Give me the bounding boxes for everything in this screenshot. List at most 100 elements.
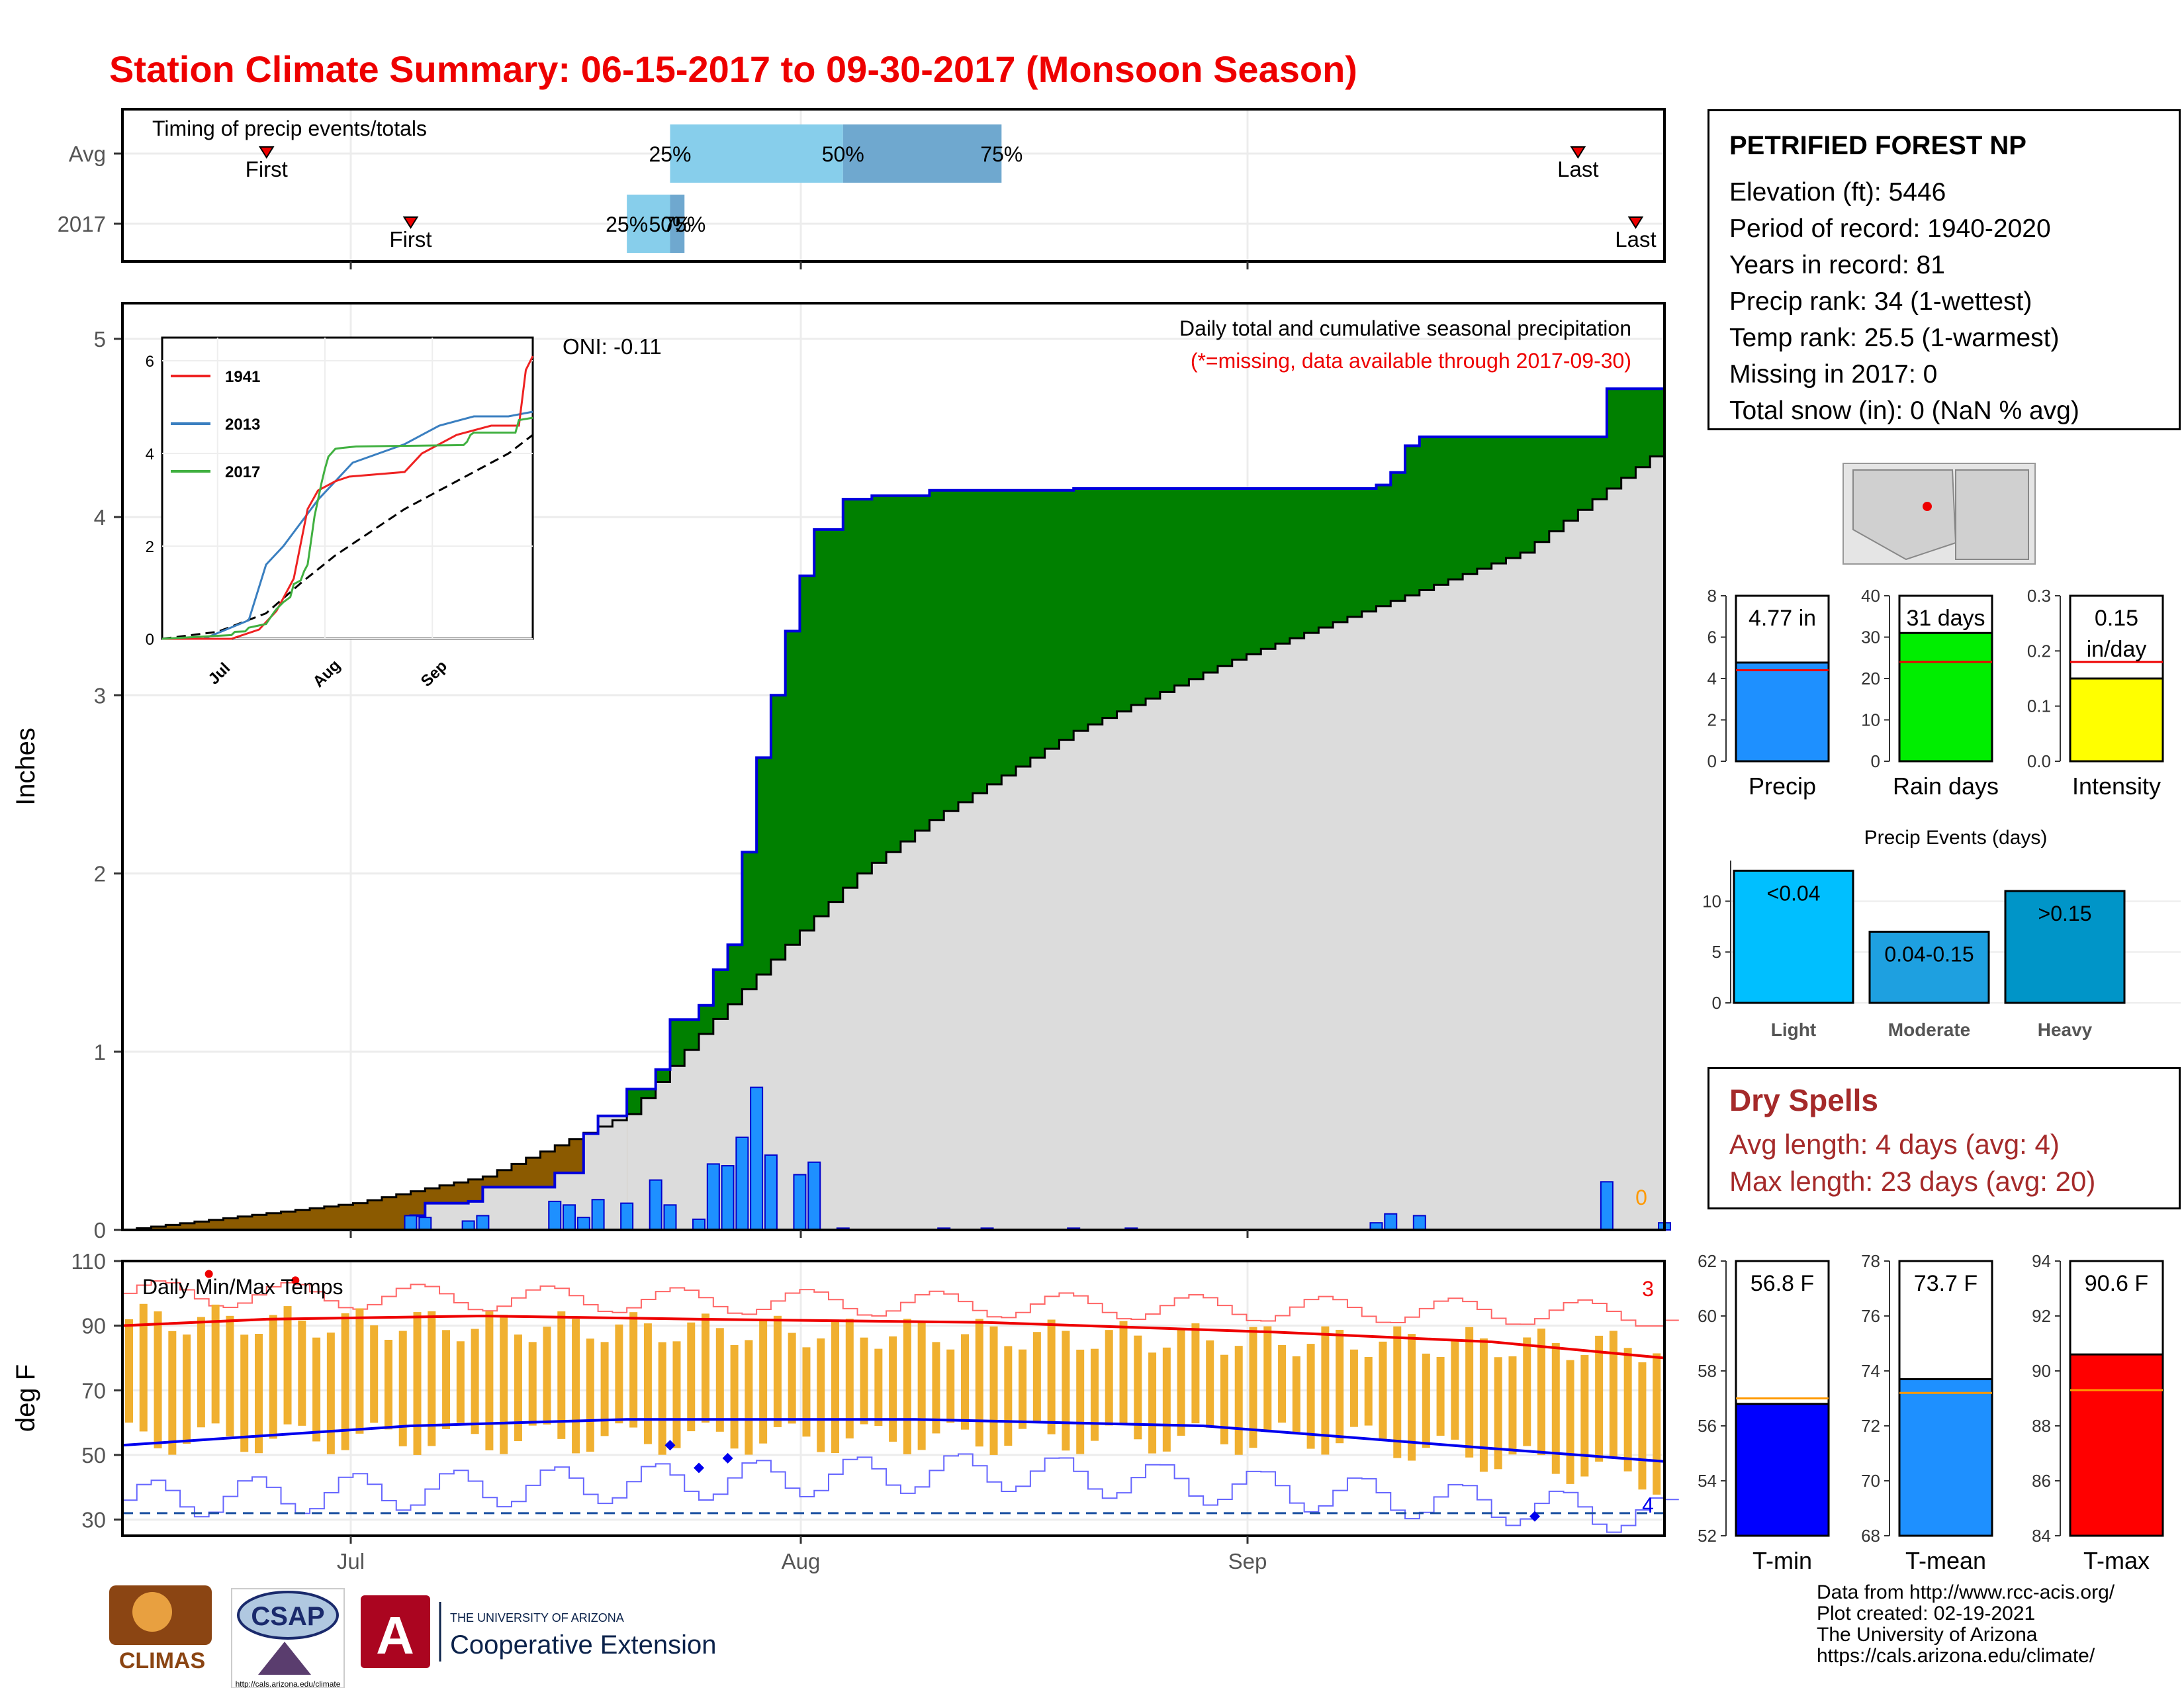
intensity-summary-bar: [2069, 677, 2164, 763]
daily-temp-bar: [989, 1326, 998, 1455]
daily-temp-bar: [1321, 1326, 1330, 1455]
daily-temp-bar: [745, 1340, 753, 1455]
daily-temp-bar: [1220, 1354, 1228, 1444]
precip-missing-note: (*=missing, data available through 2017-…: [1191, 349, 1631, 373]
station-missing: Missing in 2017: 0: [1729, 360, 1938, 389]
daily-temp-bar: [428, 1311, 436, 1446]
daily-temp-bar: [1119, 1321, 1128, 1425]
raindays-summary-bar: [1898, 632, 1993, 763]
precip-ylabel: Inches: [11, 727, 40, 806]
daily-temp-bar: [211, 1304, 220, 1424]
daily-temp-bar: [658, 1342, 666, 1455]
inset-ytick-label: 6: [146, 353, 154, 371]
date-xtick-label: Sep: [1228, 1549, 1267, 1573]
daily-temp-bar: [889, 1336, 897, 1442]
timing-last-marker: [1627, 216, 1644, 229]
tmin-summary-ytick-label: 56: [1698, 1416, 1717, 1436]
daily-temp-bar: [917, 1322, 926, 1450]
daily-temp-bar: [1566, 1360, 1574, 1484]
daily-temp-bar: [1292, 1356, 1300, 1432]
daily-temp-bar: [557, 1311, 566, 1439]
daily-temp-bar: [1393, 1326, 1402, 1458]
daily-temp-bar: [1638, 1362, 1647, 1490]
temp-panel-border: [121, 1260, 1666, 1537]
daily-temp-bar: [903, 1319, 911, 1454]
timing-label-50: 50%: [822, 142, 864, 166]
daily-precip-bar: [576, 1217, 590, 1231]
tmean-summary-value: 73.7 F: [1914, 1271, 1978, 1296]
temp-ytick-label: 110: [71, 1249, 106, 1274]
events-bar-heavy: [2004, 890, 2126, 1004]
daily-temp-bar: [183, 1335, 191, 1444]
temp-max-record-count: 3: [1642, 1277, 1654, 1301]
daily-temp-bar: [759, 1321, 768, 1444]
tmean-summary-ytick-label: 68: [1861, 1526, 1880, 1546]
tmax-summary-ytick-label: 86: [2032, 1471, 2051, 1491]
tmax-average-line: [122, 1314, 1665, 1360]
timing-bar-50-75: [670, 195, 685, 253]
precip-summary-ytick-label: 2: [1707, 710, 1717, 730]
record-low-marker: [722, 1452, 733, 1464]
tmax-summary-ytick-label: 88: [2032, 1416, 2051, 1436]
ua-logo-big-text: Cooperative Extension: [450, 1630, 716, 1660]
daily-temp-bar: [514, 1335, 522, 1442]
daily-temp-bar: [788, 1333, 796, 1424]
timing-row-label: 2017: [58, 212, 106, 236]
precip-ytick-label: 1: [94, 1040, 106, 1064]
average-cumulative-mask: [122, 445, 1664, 1230]
dry-spells-max: Max length: 23 days (avg: 20): [1729, 1166, 2096, 1197]
precip-summary-value: 4.77 in: [1749, 606, 1816, 631]
dry-spells-box: Dry Spells Avg length: 4 days (avg: 4) M…: [1707, 1067, 2181, 1209]
station-years: Years in record: 81: [1729, 251, 1945, 279]
daily-temp-bar: [471, 1329, 479, 1434]
timing-first-marker: [258, 146, 275, 159]
precip-ytick-label: 5: [94, 327, 106, 352]
daily-temp-bar: [1551, 1342, 1560, 1474]
events-category-label: Heavy: [2038, 1019, 2093, 1040]
daily-temp-bar: [326, 1333, 335, 1454]
tmin-summary-ytick-label: 52: [1698, 1526, 1717, 1546]
daily-temp-bar: [1047, 1319, 1056, 1434]
events-bar-label: >0.15: [2038, 902, 2092, 925]
record-min-line: [122, 1453, 1679, 1533]
events-bar-label: 0.04-0.15: [1884, 943, 1974, 966]
daily-temp-bar: [1422, 1353, 1430, 1448]
tmean-summary-ytick-label: 74: [1861, 1361, 1880, 1381]
csap-logo-text: CSAP: [251, 1602, 324, 1631]
daily-temp-bar: [1336, 1329, 1344, 1444]
daily-temp-bar: [1349, 1349, 1358, 1427]
state-outline-nm: [1955, 469, 2029, 560]
precip-ytick-label: 3: [94, 683, 106, 708]
precip-summary-name: Precip: [1749, 773, 1816, 800]
daily-temp-bar: [1062, 1331, 1070, 1451]
tmin-average-line: [122, 1418, 1665, 1463]
dry-spells-title: Dry Spells: [1729, 1083, 1878, 1117]
daily-precip-bar: [721, 1165, 735, 1231]
date-xtick-label: Jul: [337, 1549, 365, 1573]
intensity-summary-ytick-label: 0.1: [2027, 696, 2051, 716]
daily-precip-bar: [649, 1179, 662, 1231]
daily-temp-bar: [1364, 1356, 1373, 1426]
station-name: PETRIFIED FOREST NP: [1729, 131, 2026, 160]
station-info-box: PETRIFIED FOREST NP Elevation (ft): 5446…: [1707, 109, 2181, 430]
ua-logo-small-text: THE UNIVERSITY OF ARIZONA: [450, 1611, 624, 1624]
tmin-summary-ytick-label: 60: [1698, 1306, 1717, 1326]
csap-mountain-icon: [258, 1642, 311, 1675]
daily-temp-bar: [1379, 1341, 1387, 1441]
daily-temp-bar: [168, 1331, 177, 1455]
tmean-summary-ytick-label: 78: [1861, 1251, 1880, 1271]
precip-ytick-label: 2: [94, 862, 106, 886]
daily-precip-bar: [591, 1199, 605, 1231]
raindays-summary-name: Rain days: [1893, 773, 1999, 800]
daily-temp-bar: [1508, 1356, 1517, 1455]
daily-temp-bar: [1206, 1340, 1214, 1428]
raindays-summary-ytick-label: 10: [1861, 710, 1880, 730]
daily-temp-bar: [702, 1313, 710, 1423]
daily-temp-bar: [1004, 1346, 1013, 1446]
daily-precip-bar: [706, 1163, 720, 1231]
daily-temp-bar: [1623, 1348, 1632, 1472]
daily-temp-bar: [1278, 1344, 1287, 1423]
record-max-line: [122, 1280, 1679, 1327]
timing-label-75: 75%: [663, 212, 705, 236]
daily-temp-bar: [298, 1320, 306, 1426]
